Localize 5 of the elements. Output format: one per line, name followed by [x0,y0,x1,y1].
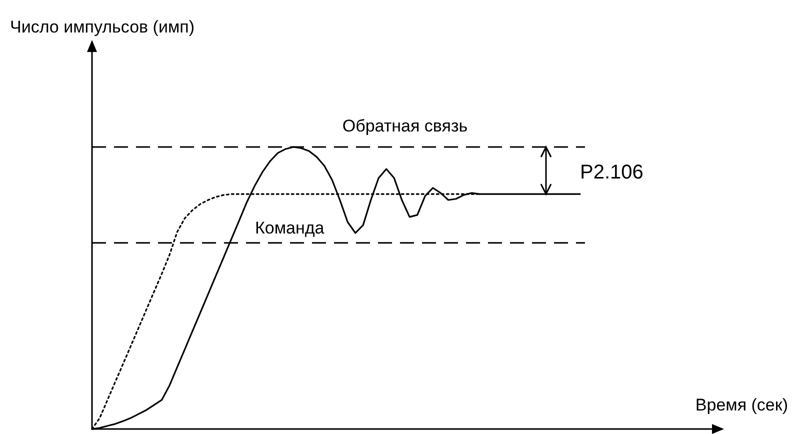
annotation: Команда [255,218,325,238]
annotation: P2.106 [580,161,644,184]
text: Обратная связь [342,116,468,136]
text: Время (сек) [695,395,788,414]
text: Число импульсов (имп) [10,17,195,36]
